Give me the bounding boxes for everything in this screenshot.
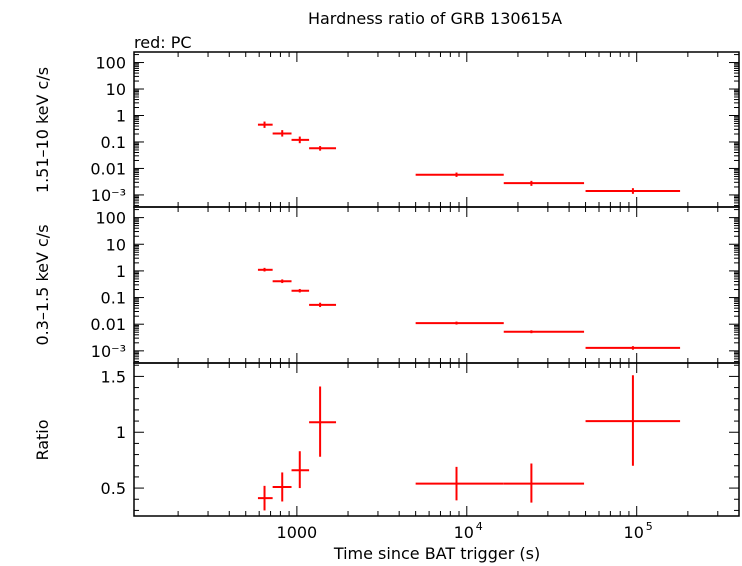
data-point [272,472,292,502]
data-point [503,463,585,503]
data-point [257,267,273,272]
y-tick-label: 10⁻³ [91,186,126,205]
chart-subtitle: red: PC [134,33,192,52]
y-tick-label: 10⁻³ [91,342,126,361]
y-tick-label: 0.01 [90,315,126,334]
data-point [415,172,504,177]
y-tick-label: 100 [95,54,126,73]
data-point [415,321,504,325]
data-point [257,485,273,511]
y-tick-label: 0.1 [101,133,126,152]
data-point [309,302,337,308]
panel-frame [133,362,740,517]
x-tick-exponent: 4 [476,520,483,533]
panel-hard: 1.51–10 keV c/s 100 10 1 0.1 0.01 10⁻³ [33,51,740,208]
y-tick-label: 1 [116,423,126,442]
data-point [291,451,310,489]
panel-soft: 0.3–1.5 keV c/s 100 10 1 0.1 0.01 10⁻³ [33,206,740,364]
data-point [291,136,310,144]
y-axis-label: 0.3–1.5 keV c/s [33,224,52,345]
data-point [503,330,585,334]
data-point [585,346,681,350]
x-tick-label: 10 [454,523,474,542]
data-point [503,180,585,186]
y-tick-label: 10 [106,235,126,254]
data-point [309,146,337,151]
data-point [257,121,273,128]
x-tick-exponent: 5 [646,520,653,533]
y-tick-label: 1 [116,106,126,125]
panel-frame [133,51,740,208]
data-point [585,375,681,466]
y-axis-label: 1.51–10 keV c/s [33,67,52,193]
x-axis-label: Time since BAT trigger (s) [333,544,540,563]
y-tick-label: 0.01 [90,159,126,178]
x-tick-label: 10 [624,523,644,542]
y-tick-label: 0.1 [101,289,126,308]
data-point [272,130,292,137]
chart-title: Hardness ratio of GRB 130615A [308,9,562,28]
panel-frame [133,206,740,364]
y-tick-label: 1.5 [101,367,126,386]
y-axis-label: Ratio [33,419,52,460]
data-point [415,466,504,501]
data-point [585,188,681,194]
data-point [309,386,337,457]
y-tick-label: 100 [95,209,126,228]
x-tick-label: 1000 [277,523,318,542]
data-point [272,279,292,284]
y-tick-label: 0.5 [101,479,126,498]
y-tick-label: 1 [116,262,126,281]
chart-panels: 1.51–10 keV c/s1001010.10.0110⁻³0.3–1.5 … [33,51,740,542]
data-point [291,288,310,293]
y-tick-label: 10 [106,80,126,99]
